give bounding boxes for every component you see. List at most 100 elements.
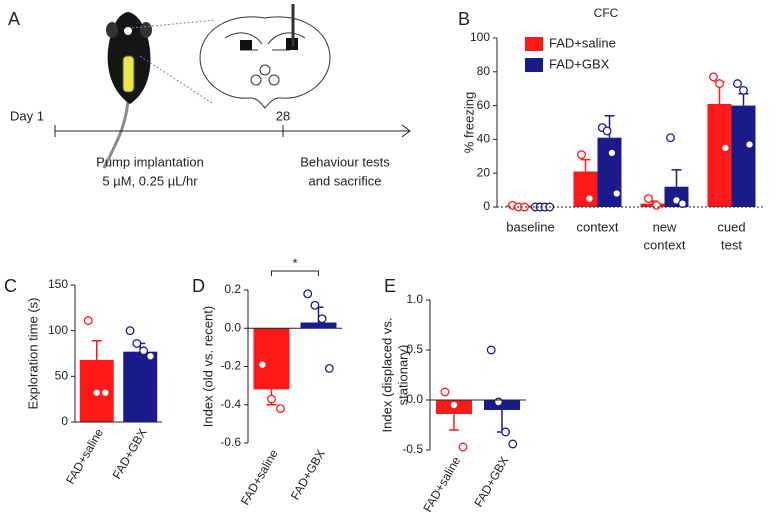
data-point — [132, 339, 142, 348]
brain-structure — [268, 74, 280, 86]
event-label: Behaviour tests — [300, 154, 390, 169]
y-tick-label: 150 — [48, 277, 68, 291]
event-label: and sacrifice — [309, 173, 382, 188]
brain-structure — [224, 32, 306, 51]
data-point — [267, 394, 276, 404]
y-axis-label: Exploration time (s) — [25, 298, 40, 410]
y-tick-label: 0.0 — [224, 320, 241, 334]
data-point — [493, 397, 503, 407]
timeline-arrow — [401, 124, 411, 138]
x-tick-label: cued — [717, 219, 745, 234]
x-tick-label: FAD+GBX — [471, 454, 511, 509]
x-tick-label: context — [644, 237, 686, 252]
significance-bracket — [271, 270, 319, 276]
mouse-tail — [102, 99, 130, 169]
data-point — [440, 387, 450, 397]
y-axis-label: Index (old vs. recent) — [200, 306, 215, 427]
data-point — [303, 289, 313, 299]
zoom-line — [131, 19, 216, 29]
x-tick-label: baseline — [506, 219, 554, 234]
bar — [300, 322, 337, 329]
data-point — [612, 189, 622, 198]
y-tick-label: -0.4 — [220, 397, 241, 411]
y-tick-label: 0.5 — [406, 342, 423, 356]
y-tick-label: 80 — [477, 64, 491, 78]
y-tick-label: 0 — [61, 414, 68, 428]
y-tick-label: 100 — [48, 323, 68, 337]
timeline-label: Day 1 — [10, 108, 44, 123]
y-axis-label: Index (displaced vs. — [379, 318, 394, 433]
bar — [731, 105, 756, 207]
timeline-label: 28 — [276, 108, 290, 123]
x-tick-label: new — [653, 219, 677, 234]
data-point — [715, 79, 724, 89]
data-point — [739, 85, 748, 95]
y-tick-label: 60 — [477, 98, 491, 112]
data-point — [678, 199, 687, 209]
data-point — [644, 194, 653, 203]
data-point — [602, 126, 612, 136]
hippocampus — [240, 40, 252, 50]
data-point — [449, 400, 459, 410]
y-tick-label: 40 — [477, 132, 491, 146]
brain-structure — [259, 64, 271, 76]
legend-swatch — [525, 58, 543, 72]
data-point — [310, 300, 320, 310]
bar — [253, 328, 290, 390]
x-tick-label: context — [577, 219, 619, 234]
data-point — [652, 200, 661, 210]
y-tick-label: 1.0 — [406, 292, 423, 306]
data-point — [721, 143, 730, 153]
illustration: A Day 1 28 Pump implantation 5 µM, 0.25 … — [8, 4, 411, 188]
brain-outline — [199, 16, 331, 109]
data-point — [145, 351, 155, 361]
x-tick-label: FAD+saline — [63, 426, 106, 487]
y-tick-label: 50 — [55, 369, 69, 383]
pump — [122, 55, 135, 93]
y-tick-label: 20 — [477, 165, 491, 179]
x-tick-label: test — [721, 237, 742, 252]
data-point — [92, 388, 102, 398]
data-point — [607, 148, 617, 158]
panel-letter: A — [8, 9, 20, 29]
data-point — [709, 72, 718, 82]
data-point — [83, 316, 93, 326]
data-point — [125, 326, 135, 336]
bar — [707, 103, 732, 207]
data-point — [733, 79, 742, 89]
panel-letter: E — [384, 276, 396, 296]
data-point — [585, 194, 594, 203]
panel-letter: B — [458, 9, 470, 29]
panel-letter: C — [4, 276, 17, 296]
x-tick-label: FAD+saline — [238, 447, 281, 508]
y-tick-label: 100 — [470, 30, 490, 44]
data-point — [745, 140, 754, 149]
y-tick-label: 0.0 — [406, 392, 423, 406]
cannula — [124, 27, 132, 35]
y-tick-label: -0.5 — [402, 442, 423, 456]
y-tick-label: -0.6 — [220, 435, 241, 449]
event-label: 5 µM, 0.25 µL/hr — [102, 173, 198, 188]
data-point — [520, 202, 529, 212]
data-point — [317, 314, 327, 324]
x-tick-label: FAD+saline — [420, 454, 463, 513]
brain-structure — [250, 74, 262, 86]
mouse-ear — [106, 22, 118, 38]
data-point — [501, 427, 511, 437]
data-point — [486, 345, 496, 355]
data-point — [666, 133, 675, 143]
y-axis-label: stationary) — [395, 345, 410, 406]
significance-label: * — [292, 255, 297, 270]
data-point — [276, 404, 285, 414]
chart-title: CFC — [594, 6, 619, 20]
data-point — [258, 360, 267, 370]
bar — [573, 171, 598, 207]
x-tick-label: FAD+GBX — [110, 426, 150, 481]
event-label: Pump implantation — [96, 154, 204, 169]
bar — [123, 351, 158, 422]
data-point — [458, 442, 468, 452]
y-tick-label: 0.2 — [224, 282, 241, 296]
data-point — [577, 150, 586, 160]
data-point — [508, 439, 518, 449]
